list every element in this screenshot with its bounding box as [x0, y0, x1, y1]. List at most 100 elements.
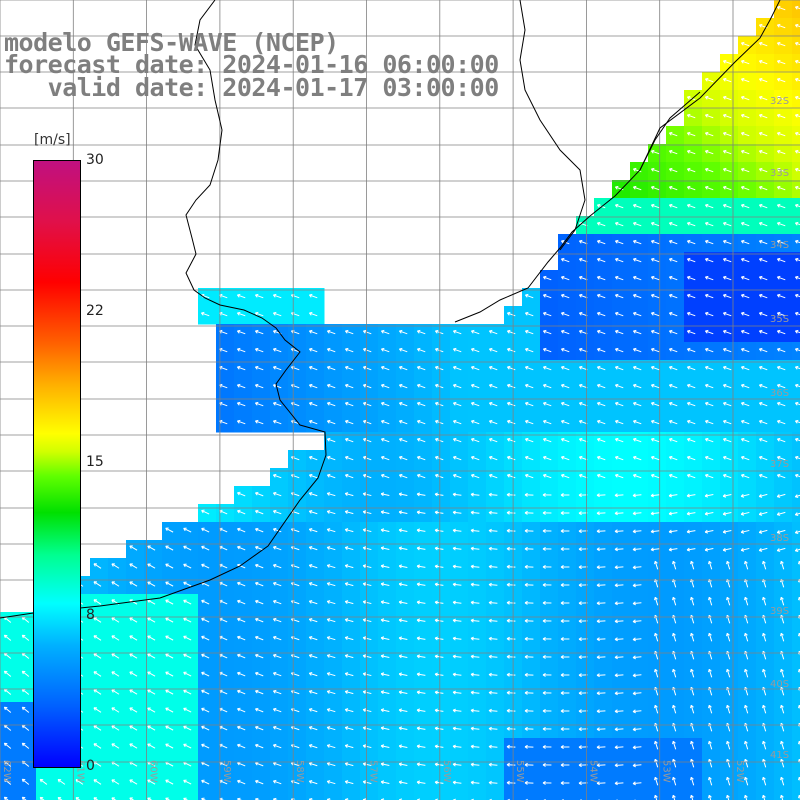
wind-arrow: [398, 437, 408, 443]
latitude-label-39s: 39S: [770, 606, 789, 617]
wind-arrow: [326, 401, 336, 407]
wind-arrow: [614, 473, 624, 479]
wind-arrow: [506, 492, 516, 497]
wind-cell: [756, 792, 775, 800]
wind-arrow: [722, 383, 732, 389]
wind-arrow: [362, 528, 372, 533]
wind-arrow: [542, 492, 552, 497]
wind-cell: [792, 72, 800, 91]
wind-arrow: [596, 311, 606, 317]
wind-arrow: [326, 437, 336, 443]
wind-arrow: [668, 347, 678, 353]
wind-arrow: [308, 419, 318, 425]
wind-arrow: [362, 383, 372, 389]
wind-arrow: [776, 77, 786, 83]
wind-arrow: [254, 365, 264, 371]
wind-arrow: [506, 455, 516, 461]
wind-cell: [36, 792, 55, 800]
wind-arrow: [272, 365, 282, 371]
wind-cell: [792, 594, 800, 613]
wind-arrow: [578, 293, 588, 299]
wind-arrow: [201, 563, 210, 569]
wind-arrow: [758, 239, 768, 245]
wind-arrow: [344, 600, 354, 605]
wind-arrow: [740, 311, 750, 317]
wind-arrow: [560, 275, 570, 281]
wind-arrow: [776, 493, 786, 498]
wind-arrow: [794, 95, 800, 100]
wind-cell: [306, 792, 325, 800]
wind-arrow: [542, 365, 552, 371]
wind-cell: [666, 792, 685, 800]
wind-arrow: [488, 401, 498, 407]
wind-arrow: [650, 347, 660, 353]
wind-arrow: [668, 149, 678, 155]
wind-arrow: [470, 546, 480, 551]
wind-cell: [792, 126, 800, 145]
wind-arrow: [380, 401, 390, 407]
wind-arrow: [740, 329, 750, 335]
wind-arrow: [722, 95, 732, 101]
wind-cell: [792, 180, 800, 199]
wind-arrow: [524, 546, 534, 551]
wind-arrow: [380, 383, 390, 389]
wind-arrow: [776, 437, 786, 443]
wind-arrow: [434, 383, 444, 389]
wind-arrow: [255, 581, 264, 587]
wind-arrow: [762, 596, 767, 606]
wind-arrow: [632, 419, 642, 425]
wind-arrow: [165, 563, 174, 569]
wind-arrow: [506, 546, 516, 551]
wind-arrow: [380, 546, 390, 551]
wind-arrow: [344, 473, 354, 479]
wind-arrow: [794, 257, 800, 262]
wind-arrow: [794, 311, 800, 316]
wind-arrow: [758, 455, 768, 461]
wind-arrow: [362, 618, 372, 623]
wind-arrow: [129, 563, 138, 569]
wind-cell: [792, 450, 800, 469]
wind-arrow: [308, 365, 318, 371]
wind-arrow: [740, 221, 750, 227]
wind-arrow: [524, 618, 534, 623]
wind-arrow: [794, 77, 800, 82]
wind-arrow: [632, 437, 642, 443]
wind-arrow: [129, 545, 138, 551]
wind-arrow: [614, 401, 624, 407]
wind-arrow: [452, 618, 462, 623]
wind-arrow: [542, 293, 552, 299]
wind-arrow: [578, 473, 588, 479]
wind-arrow: [308, 473, 318, 479]
wind-arrow: [650, 203, 660, 209]
wind-arrow: [668, 383, 678, 389]
wind-arrow: [237, 545, 246, 551]
wind-arrow: [542, 618, 552, 623]
wind-arrow: [578, 383, 588, 389]
wind-arrow: [578, 419, 588, 425]
wind-arrow: [596, 329, 606, 335]
latitude-label-37s: 37S: [770, 459, 789, 470]
wind-arrow: [722, 473, 732, 479]
wind-arrow: [758, 41, 768, 47]
wind-arrow: [326, 510, 336, 515]
wind-arrow: [237, 599, 246, 605]
wind-arrow: [704, 529, 714, 534]
wind-arrow: [650, 275, 660, 281]
wind-arrow: [398, 546, 408, 551]
wind-arrow: [560, 529, 570, 534]
wind-arrow: [254, 401, 264, 407]
wind-arrow: [578, 565, 588, 570]
wind-arrow: [236, 365, 246, 371]
wind-arrow: [596, 437, 606, 443]
wind-arrow: [452, 419, 462, 425]
wind-arrow: [776, 401, 786, 407]
wind-arrow: [452, 510, 462, 515]
wind-arrow: [129, 581, 138, 587]
wind-arrow: [398, 419, 408, 425]
wind-arrow: [542, 383, 552, 389]
wind-arrow: [668, 493, 678, 498]
wind-arrow: [632, 347, 642, 353]
wind-cell: [792, 0, 800, 19]
wind-arrow: [578, 347, 588, 353]
wind-arrow: [722, 329, 732, 335]
